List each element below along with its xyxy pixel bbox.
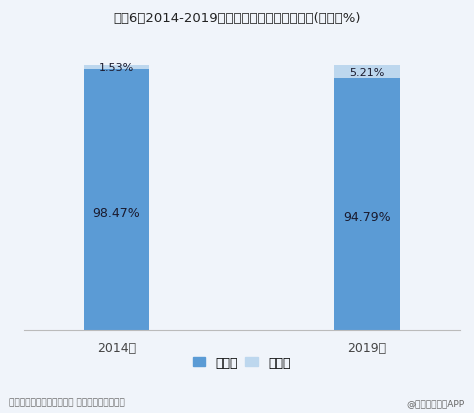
Bar — [334, 65, 400, 79]
Text: 5.21%: 5.21% — [349, 67, 385, 77]
Bar — [84, 69, 149, 330]
Text: 1.53%: 1.53% — [99, 62, 134, 72]
Text: 资料来源：弗若斯特沙利文 前瞻产业研究院整理: 资料来源：弗若斯特沙利文 前瞻产业研究院整理 — [9, 398, 125, 407]
Text: 94.79%: 94.79% — [343, 211, 391, 224]
Text: @前瞻经济学人APP: @前瞻经济学人APP — [406, 398, 465, 407]
Text: 98.47%: 98.47% — [92, 206, 140, 219]
Text: 图表6：2014-2019年中国茶饮料产品构成变化(单位：%): 图表6：2014-2019年中国茶饮料产品构成变化(单位：%) — [113, 12, 361, 25]
Bar — [334, 79, 400, 330]
Legend: 含糖茶, 无糖茶: 含糖茶, 无糖茶 — [193, 356, 291, 369]
Bar — [84, 65, 149, 69]
